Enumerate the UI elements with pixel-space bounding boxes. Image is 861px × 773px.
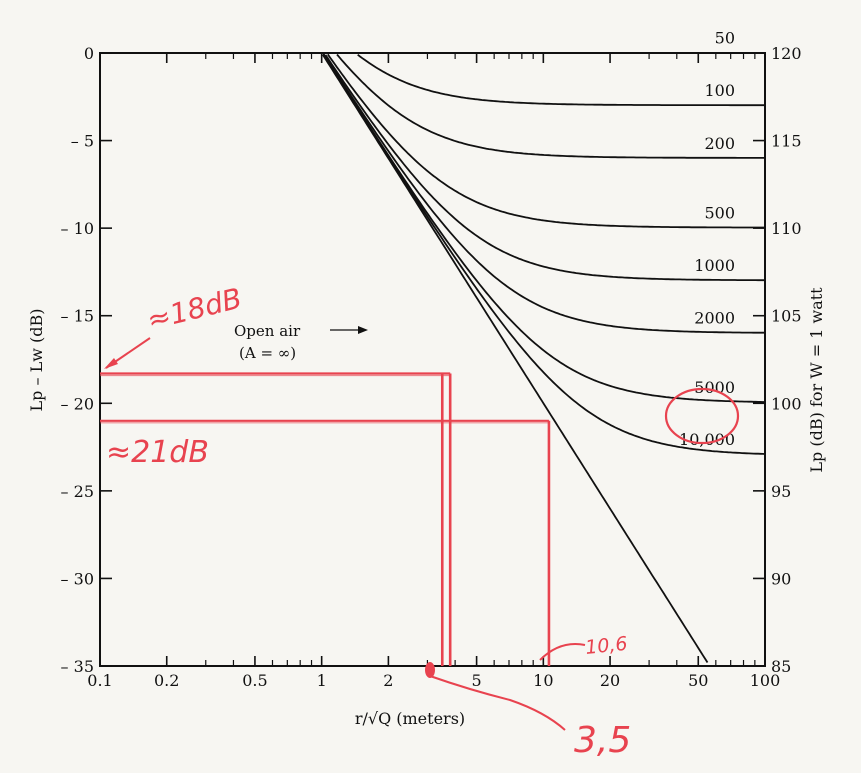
x-tick-label: 50: [688, 671, 708, 690]
x-tick-label: 1: [317, 671, 327, 690]
open-air-sublabel: (A = ∞): [239, 344, 296, 362]
red-hook-10-6: [539, 643, 586, 661]
curve-open-air: [322, 54, 709, 663]
y-tick-label: – 5: [71, 132, 94, 151]
curve-labels: A = 510205010020050010002000500010,000: [679, 28, 735, 449]
x-tick-label: 0.5: [242, 671, 267, 690]
y-tick-label: – 25: [61, 482, 94, 501]
red-circle-500: [664, 387, 740, 445]
curve-2000: [322, 52, 765, 334]
y2-tick-label: 95: [771, 482, 791, 501]
curve-label-5000: 5000: [694, 378, 735, 397]
y2-tick-label: 100: [771, 394, 802, 413]
curve-label-200: 200: [704, 134, 735, 153]
curve-label-500: 500: [704, 204, 735, 223]
y2-tick-label: 90: [771, 569, 791, 588]
y2-tick-label: 120: [771, 44, 802, 63]
y-tick-label: – 20: [61, 394, 94, 413]
open-air-label: Open air: [234, 322, 301, 340]
x-tick-label: 20: [600, 671, 620, 690]
curve-200: [336, 53, 765, 159]
y-tick-label: – 10: [61, 219, 94, 238]
x-tick-label: 10: [533, 671, 553, 690]
x-tick-label: 2: [383, 671, 393, 690]
y-axis-title: Lp – Lw (dB): [27, 309, 46, 412]
curve-label-1000: 1000: [694, 256, 735, 275]
x-axis-title: r/√Q (meters): [355, 709, 465, 728]
curves: [322, 52, 766, 663]
curve-5000: [322, 54, 765, 403]
y-tick-label: – 15: [61, 307, 94, 326]
curve-label-50: 50: [715, 28, 735, 47]
curve-label-2000: 2000: [694, 309, 735, 328]
curve-500: [327, 53, 765, 229]
y2-tick-label: 85: [771, 657, 791, 676]
handwritten-21db: ≈21dB: [106, 435, 209, 470]
y2-axis-title: Lp (dB) for W = 1 watt: [807, 287, 826, 473]
axis-ticks: 0.1 0.2 0.5 1 2 5 10 20 50 1000– 5– 10– 15– 20– 2…: [61, 44, 802, 690]
red-leader-3-5: [429, 675, 566, 731]
y2-tick-label: 115: [771, 132, 802, 151]
x-tick-label: 5: [472, 671, 482, 690]
y2-tick-label: 105: [771, 307, 802, 326]
curve-label-10000: 10,000: [679, 430, 735, 449]
red-mark-3-5: [425, 662, 435, 678]
curve-label-100: 100: [704, 81, 735, 100]
plot-frame: [99, 52, 766, 667]
curve-10000: [322, 54, 766, 455]
annotations: [100, 326, 740, 731]
red-arrowhead-18db: [104, 358, 118, 369]
y-tick-label: – 35: [61, 657, 94, 676]
curve-1000: [324, 54, 765, 282]
y2-tick-label: 110: [771, 219, 802, 238]
y-tick-label: 0: [84, 44, 94, 63]
handwritten-18db: ≈18dB: [144, 282, 245, 337]
handwritten-3-5: 3,5: [574, 720, 631, 761]
x-tick-label: 100: [750, 671, 781, 690]
handwritten-10-6: 10,6: [584, 633, 628, 659]
curve-100: [357, 53, 765, 107]
y-tick-label: – 30: [61, 569, 94, 588]
x-tick-label: 0.2: [154, 671, 179, 690]
x-tick-label: 0.1: [87, 671, 112, 690]
open-air-arrowhead: [358, 326, 368, 334]
